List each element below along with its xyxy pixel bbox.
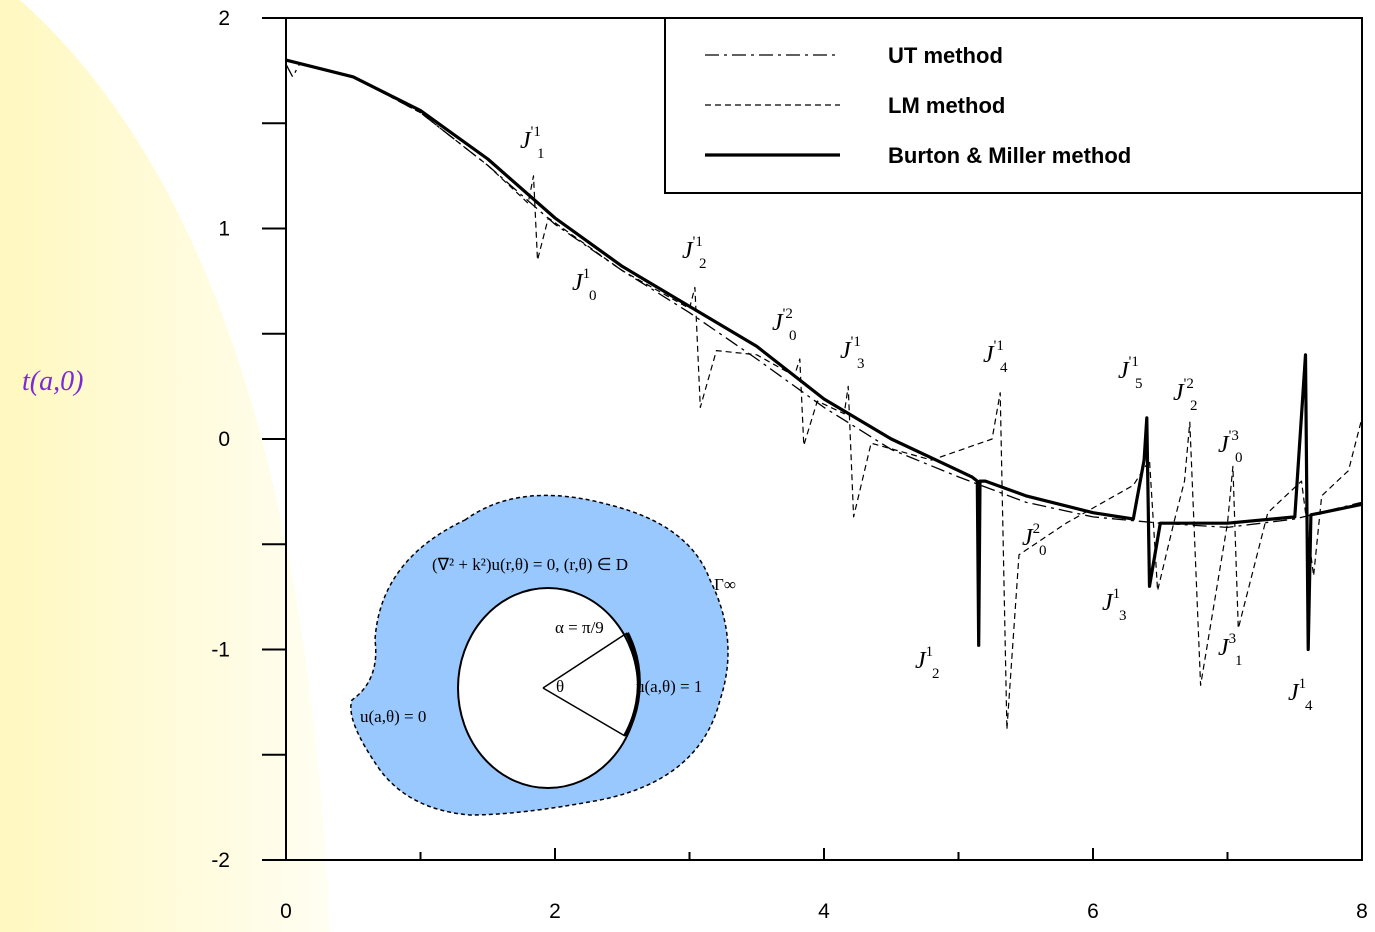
annotation-sub: 1	[537, 146, 545, 162]
annotation-sup: '2	[1184, 376, 1194, 392]
annotation-sup: '2	[783, 306, 793, 322]
background-wedge	[0, 0, 330, 932]
chart: t(a,0) (∇² + k²)u(r,θ) = 0, (r,θ) ∈ D Γ∞…	[0, 0, 1375, 932]
annotation-sup: 2	[1033, 521, 1041, 537]
annotation-sup: '1	[693, 234, 703, 250]
annotation-sup: 1	[583, 266, 591, 282]
annotation-sup: 1	[1299, 676, 1307, 692]
inset-diagram: (∇² + k²)u(r,θ) = 0, (r,θ) ∈ D Γ∞ α = π/…	[351, 495, 736, 815]
annotation-sub: 3	[1119, 608, 1127, 624]
annotation-sup: '3	[1229, 428, 1239, 444]
x-tick-label: 4	[818, 900, 830, 923]
y-axis-label: t(a,0)	[22, 366, 83, 397]
y-tick-label: -1	[211, 639, 230, 662]
boundary-label: Γ∞	[714, 575, 736, 594]
legend-label: UT method	[888, 43, 1003, 68]
annotation-sub: 2	[699, 256, 707, 272]
annotation-sup: '1	[994, 338, 1004, 354]
x-tick-label: 0	[280, 900, 292, 923]
x-tick-label: 8	[1356, 900, 1368, 923]
annotation-sub: 1	[1235, 653, 1243, 669]
equation: (∇² + k²)u(r,θ) = 0, (r,θ) ∈ D	[432, 555, 628, 574]
annotation-sup: 3	[1229, 631, 1237, 647]
angle-label: α = π/9	[555, 618, 604, 637]
y-tick-label: 2	[218, 7, 230, 30]
annotation-sup: 1	[926, 644, 934, 660]
y-tick-label: 0	[218, 428, 230, 451]
legend-label: LM method	[888, 93, 1005, 118]
x-tick-label: 2	[549, 900, 561, 923]
annotation-sub: 5	[1135, 376, 1143, 392]
annotation-sup: 1	[1113, 586, 1121, 602]
annotation-sub: 0	[1235, 450, 1243, 466]
annotation-sub: 0	[789, 328, 797, 344]
annotation-sup: '1	[531, 124, 541, 140]
legend-label: Burton & Miller method	[888, 143, 1131, 168]
annotation-sub: 0	[1039, 543, 1047, 559]
annotation-sub: 4	[1305, 698, 1313, 714]
annotation-sub: 2	[932, 666, 940, 682]
annotation-sub: 0	[589, 288, 597, 304]
x-tick-label: 6	[1087, 900, 1099, 923]
right-bc: u(a,θ) = 1	[636, 677, 702, 696]
circle	[458, 588, 638, 788]
annotation-sub: 3	[857, 356, 865, 372]
theta-label: θ	[556, 677, 564, 696]
annotation-sub: 2	[1190, 398, 1198, 414]
annotation-sub: 4	[1000, 360, 1008, 376]
left-bc: u(a,θ) = 0	[360, 707, 426, 726]
y-tick-label: -2	[211, 849, 230, 872]
annotation-sup: '1	[1129, 354, 1139, 370]
y-tick-label: 1	[218, 218, 230, 241]
annotation-sup: '1	[851, 334, 861, 350]
